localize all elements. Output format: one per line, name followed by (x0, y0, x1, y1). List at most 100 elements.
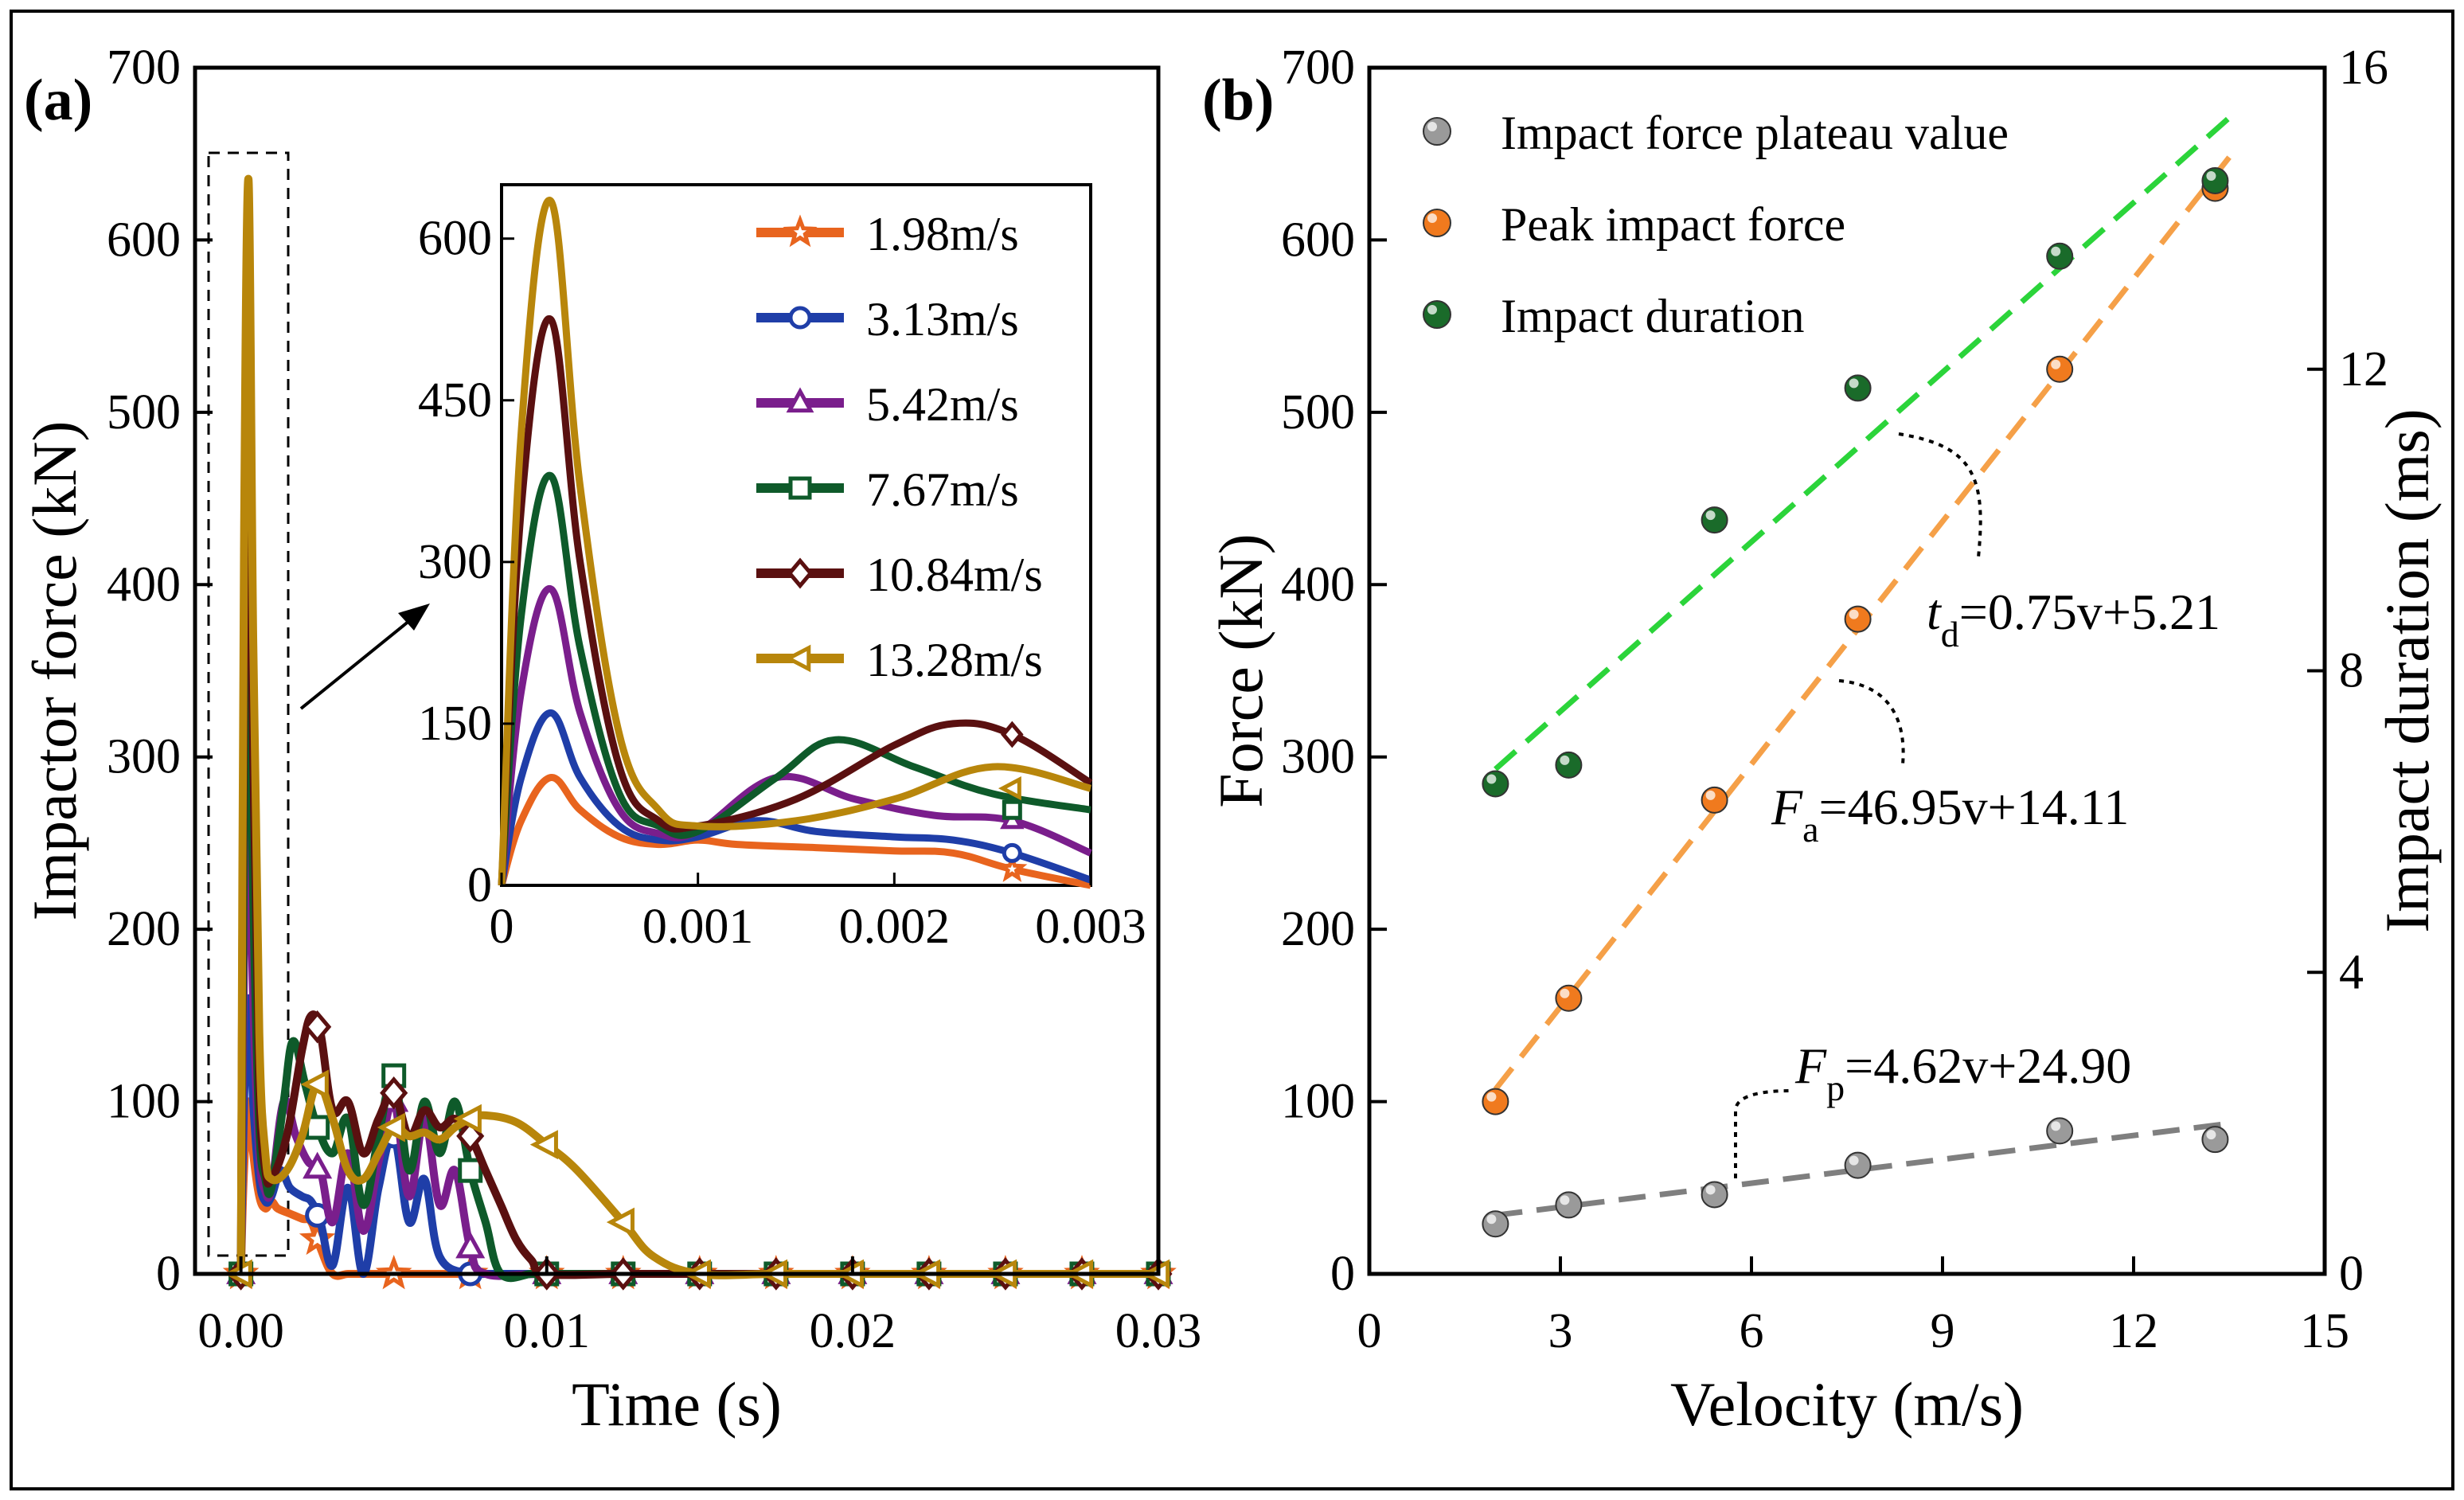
point-ball (1844, 374, 1872, 402)
legend-label: 10.84m/s (866, 549, 1043, 601)
a-x-tick-label: 0.02 (810, 1304, 896, 1358)
equation-leader (1898, 432, 1982, 558)
equation-rest: =4.62v+24.90 (1845, 1037, 2131, 1094)
legend-marker (783, 214, 818, 248)
b-y-tick-label: 100 (1281, 1075, 1355, 1129)
inset-marker-10-84m-s (1001, 721, 1024, 748)
equation-rest: =0.75v+5.21 (1959, 584, 2220, 640)
legend-item-13-28m-s: 13.28m/s (756, 634, 1043, 686)
b-x-tick-label: 15 (2300, 1304, 2349, 1358)
equation-2: Fp=4.62v+24.90 (1734, 1037, 2131, 1178)
inset-line-1-98m-s (498, 774, 1091, 889)
point-ball (1482, 1088, 1509, 1115)
inset-x-tick-label: 0.003 (1035, 900, 1146, 954)
point-ball (2201, 1126, 2229, 1154)
point-impact-force-plateau-value-3 (1844, 1151, 1872, 1179)
b-x-tick-label: 12 (2109, 1304, 2158, 1358)
legend-item-5-42m-s: 5.42m/s (756, 378, 1019, 431)
point-ball (1701, 1181, 1728, 1209)
point-peak-impact-force-2 (1701, 786, 1728, 814)
equation-leader (1734, 1089, 1792, 1178)
marker-10-84m-s-1 (303, 1010, 332, 1044)
panel-a-label: (a) (24, 68, 92, 133)
inset-line-5-42m-s (498, 585, 1092, 886)
inset-marker-13-28m-s (998, 776, 1021, 801)
zoom-region-box (207, 151, 290, 1257)
equation-sub: a (1802, 809, 1818, 850)
point-ball (2046, 1117, 2074, 1145)
point-ball (1555, 1191, 1583, 1219)
point-ball (1482, 1210, 1509, 1238)
inset-x-tick-label: 0.002 (839, 900, 951, 954)
equation-rest: =46.95v+14.11 (1819, 779, 2130, 835)
point-highlight (2206, 1130, 2216, 1140)
inset-y-tick-label: 150 (418, 697, 492, 751)
b-y-tick-label: 600 (1281, 213, 1355, 267)
point-highlight (1560, 1195, 1570, 1205)
legend-ball-highlight (1427, 213, 1437, 223)
b-right-tick-label: 12 (2339, 342, 2388, 396)
point-ball (2046, 242, 2074, 270)
a-x-tick-label: 0.03 (1115, 1304, 1202, 1358)
point-impact-force-plateau-value-0 (1482, 1210, 1509, 1238)
marker-7-67m-s-3 (458, 1158, 483, 1183)
panel-b: (b) 0 3 6 9 12 15 0 100 200 300 400 500 600 700 0 4 8 1… (1202, 41, 2442, 1439)
marker-13-28m-s-1 (300, 1069, 329, 1100)
marker-13-28m-s-4 (529, 1130, 558, 1160)
legend-item-impact-force-plateau-value: Impact force plateau value (1423, 107, 2009, 159)
legend-marker (786, 387, 814, 413)
inset-marker-1-98m-s (997, 853, 1028, 882)
point-highlight (1486, 1092, 1497, 1102)
equation-text: Fa=46.95v+14.11 (1771, 779, 2129, 850)
equation-text: Fp=4.62v+24.90 (1794, 1037, 2131, 1108)
point-highlight (1849, 1155, 1859, 1166)
point-highlight (1560, 755, 1570, 765)
point-highlight (1849, 609, 1859, 619)
point-highlight (2051, 1121, 2061, 1131)
point-ball (2201, 167, 2229, 195)
legend-ball-highlight (1427, 305, 1437, 314)
legend-item-impact-duration: Impact duration (1423, 290, 1805, 342)
point-impact-duration-0 (1482, 770, 1509, 798)
a-y-tick-label: 700 (107, 41, 181, 95)
equation-leader (1838, 679, 1905, 765)
point-impact-duration-2 (1701, 506, 1728, 534)
point-highlight (1705, 790, 1716, 800)
legend-label: Impact force plateau value (1501, 107, 2009, 159)
equation-text: td=0.75v+5.21 (1927, 584, 2220, 654)
legend-marker (788, 476, 812, 500)
legend-marker (784, 644, 811, 673)
panel-a-y-axis-label: Impactor force (kN) (20, 421, 89, 921)
a-y-tick-label: 100 (107, 1075, 181, 1129)
point-highlight (1560, 988, 1570, 998)
a-y-tick-label: 300 (107, 730, 181, 784)
point-highlight (1849, 378, 1859, 389)
point-peak-impact-force-3 (1844, 605, 1872, 633)
point-peak-impact-force-1 (1555, 984, 1583, 1012)
point-ball (1482, 770, 1509, 798)
marker-13-28m-s-2 (377, 1112, 405, 1143)
inset-y-tick-label: 600 (418, 212, 492, 266)
inset-marker-7-67m-s (1002, 799, 1022, 820)
equation-sub: d (1941, 614, 1959, 654)
b-y-tick-label: 400 (1281, 557, 1355, 611)
b-right-tick-label: 16 (2339, 41, 2388, 95)
panel-b-label: (b) (1202, 68, 1274, 133)
a-y-tick-label: 0 (156, 1247, 181, 1301)
equation-var: F (1771, 779, 1803, 835)
point-impact-force-plateau-value-1 (1555, 1191, 1583, 1219)
figure-frame (10, 10, 2454, 1490)
b-y-tick-label: 700 (1281, 41, 1355, 95)
point-highlight (2206, 171, 2216, 182)
legend-ball (1423, 209, 1451, 237)
inset-line-13-28m-s (498, 197, 1092, 886)
point-highlight (2051, 359, 2061, 369)
point-ball (2046, 355, 2074, 383)
point-impact-duration-4 (2046, 242, 2074, 270)
a-y-tick-label: 500 (107, 385, 181, 439)
inset-y-tick-label: 300 (418, 535, 492, 589)
point-peak-impact-force-4 (2046, 355, 2074, 383)
inset-x-tick-label: 0 (490, 900, 514, 954)
zoom-arrow-head (398, 604, 430, 631)
